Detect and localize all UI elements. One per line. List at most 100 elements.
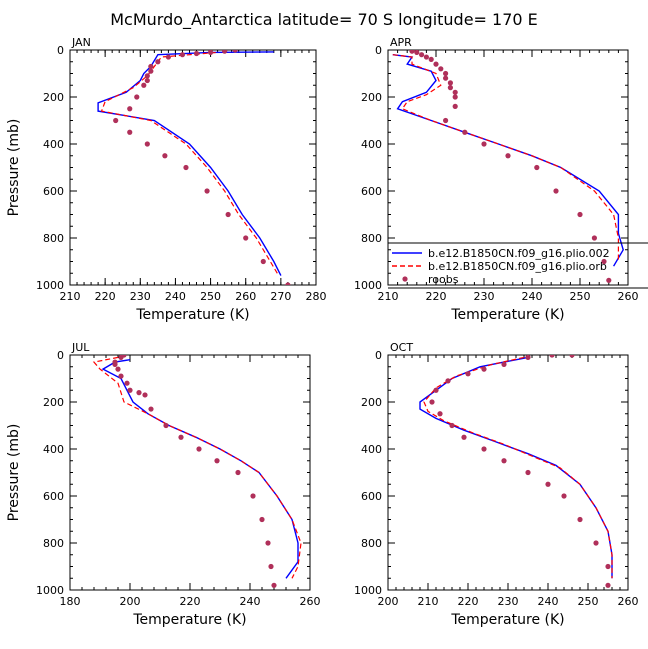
plot-frame xyxy=(387,354,629,591)
obs-point xyxy=(423,54,429,60)
obs-point xyxy=(433,387,439,393)
x-tick-label: 260 xyxy=(618,290,639,303)
plot-frame xyxy=(69,49,317,286)
obs-point xyxy=(481,446,487,452)
y-tick-label: 600 xyxy=(43,185,64,198)
obs-point xyxy=(606,277,612,283)
y-tick-label: 800 xyxy=(361,232,382,245)
obs-point xyxy=(183,164,189,171)
obs-point xyxy=(452,103,458,109)
obs-point xyxy=(545,481,551,487)
panel-title: JUL xyxy=(71,341,90,354)
obs-point xyxy=(144,77,150,84)
data-layer xyxy=(392,50,624,283)
y-axis-label: Pressure (mb) xyxy=(6,119,22,217)
x-tick-label: 220 xyxy=(458,595,479,608)
x-axis-label: Temperature (K) xyxy=(132,612,246,628)
obs-point xyxy=(235,469,241,476)
obs-point xyxy=(591,235,598,241)
obs-point xyxy=(481,141,487,147)
obs-point xyxy=(118,355,124,360)
obs-point xyxy=(163,422,169,429)
y-tick-label: 400 xyxy=(361,443,382,456)
legend: b.e12.B1850CN.f09_g16.plio.002b.e12.B185… xyxy=(388,242,648,289)
x-tick-label: 230 xyxy=(498,595,519,608)
panel-jul: 180 200 220 240 260 0 200 400 600 800 1000 JUL Tempe… xyxy=(6,341,321,628)
obs-point xyxy=(447,80,453,86)
obs-point xyxy=(561,493,567,499)
y-tick-label: 0 xyxy=(375,44,382,57)
x-tick-label: 230 xyxy=(130,290,151,303)
data-layer xyxy=(97,50,291,285)
x-tick-label: 220 xyxy=(180,595,201,608)
obs-point xyxy=(443,117,449,124)
x-tick-label: 260 xyxy=(235,290,256,303)
obs-point xyxy=(193,50,200,57)
y-tick-label: 0 xyxy=(57,349,64,362)
obs-point xyxy=(433,61,439,67)
obs-point xyxy=(115,366,121,372)
legend-marker-dot xyxy=(402,276,408,282)
series-line-plio-002 xyxy=(97,51,282,276)
obs-point xyxy=(577,211,583,218)
obs-point xyxy=(534,164,540,171)
obs-point xyxy=(465,371,471,377)
obs-point xyxy=(438,66,444,72)
x-tick-label: 200 xyxy=(120,595,141,608)
obs-point xyxy=(429,399,435,405)
obs-point xyxy=(259,516,265,523)
x-tick-label: 250 xyxy=(570,290,591,303)
obs-point xyxy=(124,380,130,386)
panel-oct: 200 210 220 230 240 250 260 0 200 400 600 800 1000 OC… xyxy=(354,341,639,628)
y-tick-label: 200 xyxy=(361,396,382,409)
obs-point xyxy=(462,129,468,135)
obs-point xyxy=(148,68,154,74)
obs-point xyxy=(445,378,451,384)
obs-point xyxy=(501,458,507,464)
obs-point xyxy=(136,390,142,396)
figure-title: McMurdo_Antarctica latitude= 70 S longit… xyxy=(110,10,538,30)
x-tick-label: 220 xyxy=(95,290,116,303)
panel-title: JAN xyxy=(71,36,91,49)
legend-label: b.e12.B1850CN.f09_g16.plio.orb xyxy=(428,260,607,273)
plot-frame xyxy=(69,354,311,591)
y-tick-label: 400 xyxy=(43,443,64,456)
x-tick-label: 210 xyxy=(418,595,439,608)
obs-point xyxy=(134,94,140,100)
obs-point xyxy=(118,373,124,379)
x-tick-label: 180 xyxy=(60,595,81,608)
obs-point xyxy=(452,89,458,95)
y-tick-label: 0 xyxy=(57,44,64,57)
x-tick-label: 240 xyxy=(522,290,543,303)
series-line-plio-orb xyxy=(392,54,619,262)
x-tick-label: 210 xyxy=(60,290,81,303)
x-tick-label: 270 xyxy=(270,290,291,303)
obs-point xyxy=(142,392,148,398)
y-tick-label: 0 xyxy=(375,349,382,362)
obs-point xyxy=(271,582,277,588)
legend-label: b.e12.B1850CN.f09_g16.plio.002 xyxy=(428,247,610,260)
y-tick-label: 800 xyxy=(43,537,64,550)
x-tick-label: 210 xyxy=(378,290,399,303)
obs-point xyxy=(250,493,256,499)
data-layer xyxy=(419,355,613,588)
obs-point xyxy=(155,59,161,65)
obs-point xyxy=(268,563,274,570)
y-tick-label: 400 xyxy=(361,138,382,151)
obs-point xyxy=(148,63,154,70)
panel-apr: 210 220 230 240 250 260 0 200 400 600 800 1000 APR Te… xyxy=(354,36,639,323)
obs-point xyxy=(232,50,238,53)
series-line-plio-002 xyxy=(392,54,624,267)
obs-point xyxy=(501,361,507,367)
y-tick-label: 800 xyxy=(43,232,64,245)
obs-point xyxy=(148,406,154,412)
x-tick-label: 260 xyxy=(618,595,639,608)
y-tick-label: 600 xyxy=(361,490,382,503)
x-tick-label: 250 xyxy=(578,595,599,608)
obs-point xyxy=(222,50,228,54)
x-tick-label: 240 xyxy=(240,595,261,608)
obs-point xyxy=(601,258,607,265)
x-axis-label: Temperature (K) xyxy=(450,307,564,323)
obs-point xyxy=(141,82,147,88)
